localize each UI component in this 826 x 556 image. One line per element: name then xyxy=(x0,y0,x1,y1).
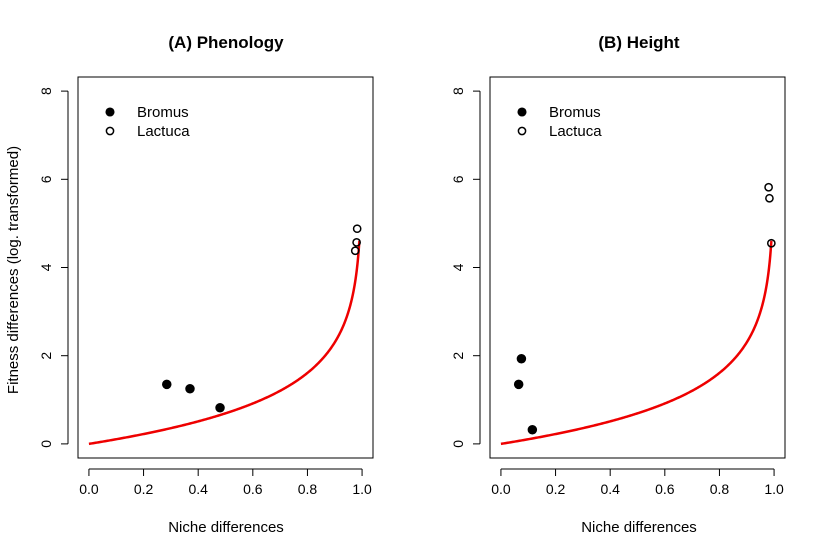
plot-frame xyxy=(489,76,786,459)
panel-b: (B) Height Niche differences 0.0 0.2 0.4 0.… xyxy=(450,33,786,536)
coexistence-curve xyxy=(500,240,773,446)
point-bromus xyxy=(513,379,524,390)
x-tick-label: 1.0 xyxy=(352,481,372,497)
point-lactuca xyxy=(352,238,361,247)
y-axis-label: Fitness differences (log. transformed) xyxy=(5,146,22,394)
y-tick-label: 0 xyxy=(450,440,466,448)
y-tick-label: 4 xyxy=(38,263,54,271)
y-tick-label: 8 xyxy=(38,87,54,95)
legend-marker-lactuca xyxy=(517,126,527,136)
x-axis-label: Niche differences xyxy=(581,519,697,536)
x-tick-label: 0.8 xyxy=(710,481,730,497)
y-tick-label: 6 xyxy=(38,175,54,183)
point-bromus xyxy=(215,402,225,413)
legend-label: Lactuca xyxy=(549,123,602,140)
legend-label: Lactuca xyxy=(137,123,190,140)
point-lactuca xyxy=(766,238,776,248)
y-tick-label: 2 xyxy=(450,352,466,360)
legend-label: Bromus xyxy=(137,104,189,121)
x-tick-label: 1.0 xyxy=(764,481,784,497)
legend-label: Bromus xyxy=(549,104,601,121)
x-tick-label: 0.2 xyxy=(134,481,154,497)
y-tick-label: 8 xyxy=(450,87,466,95)
point-lactuca xyxy=(764,182,773,192)
point-bromus xyxy=(162,379,172,390)
coexistence-curve xyxy=(88,240,361,446)
x-axis-label: Niche differences xyxy=(168,519,284,536)
point-bromus xyxy=(527,425,538,435)
chart-title: (A) Phenology xyxy=(168,33,284,52)
x-tick-label: 0.0 xyxy=(491,481,511,497)
x-tick-label: 0.6 xyxy=(243,481,263,497)
point-lactuca xyxy=(350,246,360,256)
x-tick-label: 0.4 xyxy=(188,481,208,497)
legend-marker-lactuca xyxy=(105,126,115,136)
x-tick-label: 0.4 xyxy=(600,481,620,497)
point-lactuca xyxy=(352,224,362,234)
point-bromus xyxy=(516,354,527,364)
x-tick-label: 0.8 xyxy=(298,481,318,497)
y-tick-label: 6 xyxy=(450,175,466,183)
point-bromus xyxy=(185,384,195,394)
plot-frame xyxy=(77,76,374,459)
panel-a: (A) Phenology Niche differences Fitness … xyxy=(5,33,374,536)
point-lactuca xyxy=(765,193,774,203)
x-tick-label: 0.6 xyxy=(655,481,675,497)
x-tick-label: 0.2 xyxy=(546,481,566,497)
x-tick-label: 0.0 xyxy=(79,481,99,497)
y-tick-label: 2 xyxy=(38,352,54,360)
y-tick-label: 0 xyxy=(38,440,54,448)
y-tick-label: 4 xyxy=(450,263,466,271)
legend-marker-bromus xyxy=(105,107,115,117)
chart-title: (B) Height xyxy=(598,33,680,52)
legend-marker-bromus xyxy=(517,107,527,117)
